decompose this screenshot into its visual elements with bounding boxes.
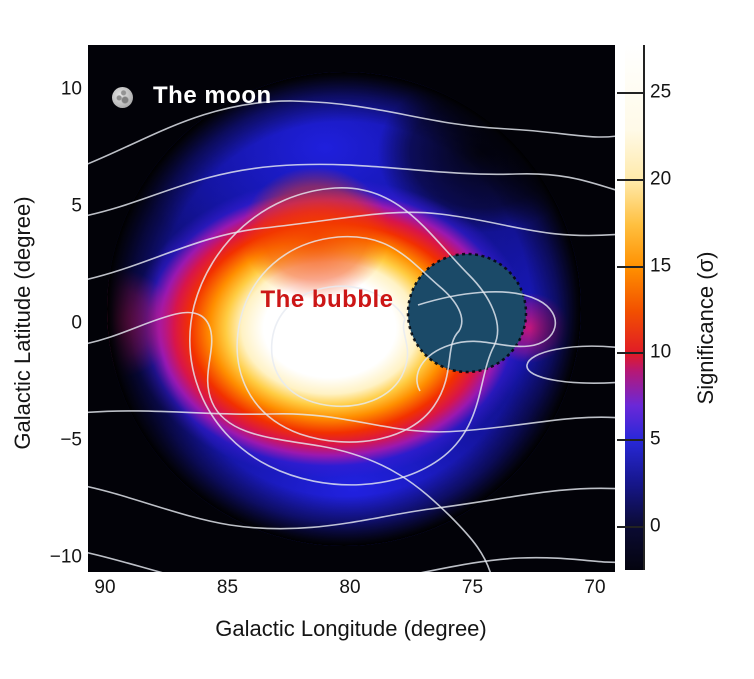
colorbar — [625, 45, 643, 570]
y-tick-m10: −10 — [49, 546, 82, 568]
x-tick-90: 90 — [94, 577, 116, 598]
x-axis-label: Galactic Longitude (degree) — [215, 616, 487, 641]
colorbar-tick-25 — [617, 92, 644, 94]
colorbar-axis-label: Significance (σ) — [693, 251, 718, 405]
y-tick-10: 10 — [60, 78, 82, 100]
y-tick-m5: −5 — [60, 429, 82, 451]
contour-lines — [88, 100, 615, 572]
colorbar-tick-20 — [617, 179, 644, 181]
x-tick-70: 70 — [584, 577, 606, 598]
contour-overlay — [88, 100, 615, 572]
colorbar-spine — [643, 45, 645, 570]
masked-region-circle — [406, 252, 528, 374]
colorbar-tick-15 — [617, 266, 644, 268]
colorbar-ticklabel-0: 0 — [650, 515, 661, 537]
y-axis-label: Galactic Latitude (degree) — [10, 196, 35, 450]
y-tick-5: 5 — [71, 195, 82, 217]
colorbar-ticklabel-20: 20 — [650, 168, 672, 190]
annotation-the-moon: The moon — [153, 81, 272, 109]
colorbar-tick-5 — [617, 439, 644, 441]
colorbar-ticklabel-5: 5 — [650, 428, 661, 450]
plot-area: The moon The bubble — [88, 45, 615, 572]
moon-icon — [112, 87, 133, 108]
colorbar-ticklabel-10: 10 — [650, 341, 672, 363]
y-tick-0: 0 — [71, 312, 82, 334]
colorbar-tick-10 — [617, 352, 644, 354]
colorbar-ticklabel-25: 25 — [650, 81, 672, 103]
annotation-the-bubble: The bubble — [260, 286, 394, 313]
colorbar-ticklabel-15: 15 — [650, 255, 672, 277]
x-tick-75: 75 — [461, 577, 484, 598]
x-tick-80: 80 — [339, 577, 361, 598]
x-tick-85: 85 — [216, 577, 239, 598]
colorbar-tick-0 — [617, 526, 644, 528]
